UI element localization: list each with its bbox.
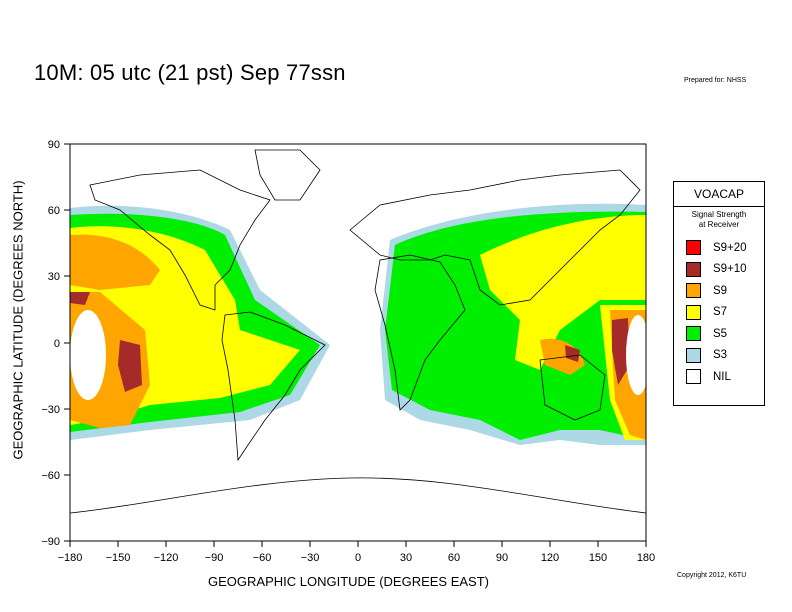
x-tick-label: −150 (106, 552, 131, 564)
legend-label: NIL (713, 370, 731, 383)
legend-label: S9+20 (713, 241, 747, 254)
y-tick-label: 30 (48, 271, 60, 283)
legend-title: VOACAP (674, 182, 764, 207)
x-tick-label: 60 (448, 552, 460, 564)
legend-swatch (686, 261, 701, 277)
x-tick-label: −60 (253, 552, 272, 564)
legend-subtitle-line1: Signal Strength (691, 210, 747, 219)
axis-ticks (64, 143, 647, 547)
y-axis-label: GEOGRAPHIC LATITUDE (DEGREES NORTH) (10, 180, 26, 460)
x-tick-label: 150 (589, 552, 607, 564)
x-tick-label: 90 (496, 552, 508, 564)
legend-item-nil: NIL (674, 366, 764, 388)
legend-item-s9-20: S9+20 (674, 237, 764, 259)
x-tick-label: 0 (355, 552, 361, 564)
legend-label: S3 (713, 349, 728, 362)
x-tick-label: 180 (637, 552, 655, 564)
x-tick-label: 120 (541, 552, 559, 564)
legend-label: S9+10 (713, 263, 747, 276)
legend-subtitle-line2: at Receiver (698, 220, 740, 229)
y-tick-label: −30 (41, 404, 60, 416)
legend-swatch (686, 369, 701, 385)
coastlines (70, 149, 646, 514)
legend-item-s9: S9 (674, 280, 764, 302)
legend-item-s3: S3 (674, 345, 764, 367)
legend-swatch (686, 326, 701, 342)
legend-swatch (686, 283, 701, 299)
legend-item-s9-10: S9+10 (674, 259, 764, 281)
map-title: 10M: 05 utc (21 pst) Sep 77ssn (34, 60, 346, 85)
prepared-for-note: Prepared for: NHSS (684, 77, 747, 84)
legend-swatch (686, 240, 701, 256)
legend-swatch (686, 347, 701, 363)
x-tick-label: −180 (58, 552, 83, 564)
y-tick-label: −60 (41, 470, 60, 482)
signal-coverage-layer (70, 203, 646, 445)
y-tick-label: 0 (54, 338, 60, 350)
legend-item-s5: S5 (674, 323, 764, 345)
legend-label: S9 (713, 284, 728, 297)
legend-label: S7 (713, 306, 728, 319)
signal-legend: VOACAP Signal Strength at Receiver S9+20… (673, 181, 765, 406)
x-axis-label: GEOGRAPHIC LONGITUDE (DEGREES EAST) (208, 574, 489, 589)
legend-subtitle: Signal Strength at Receiver (674, 210, 764, 230)
copyright-note: Copyright 2012, K6TU (677, 572, 747, 579)
x-tick-label: −90 (205, 552, 224, 564)
x-tick-label: −30 (301, 552, 320, 564)
legend-item-s7: S7 (674, 302, 764, 324)
legend-swatch (686, 304, 701, 320)
y-tick-label: 60 (48, 205, 60, 217)
legend-label: S5 (713, 327, 728, 340)
y-tick-label: 90 (48, 139, 60, 151)
x-tick-label: −120 (154, 552, 179, 564)
x-tick-label: 30 (400, 552, 412, 564)
y-tick-label: −90 (41, 536, 60, 548)
